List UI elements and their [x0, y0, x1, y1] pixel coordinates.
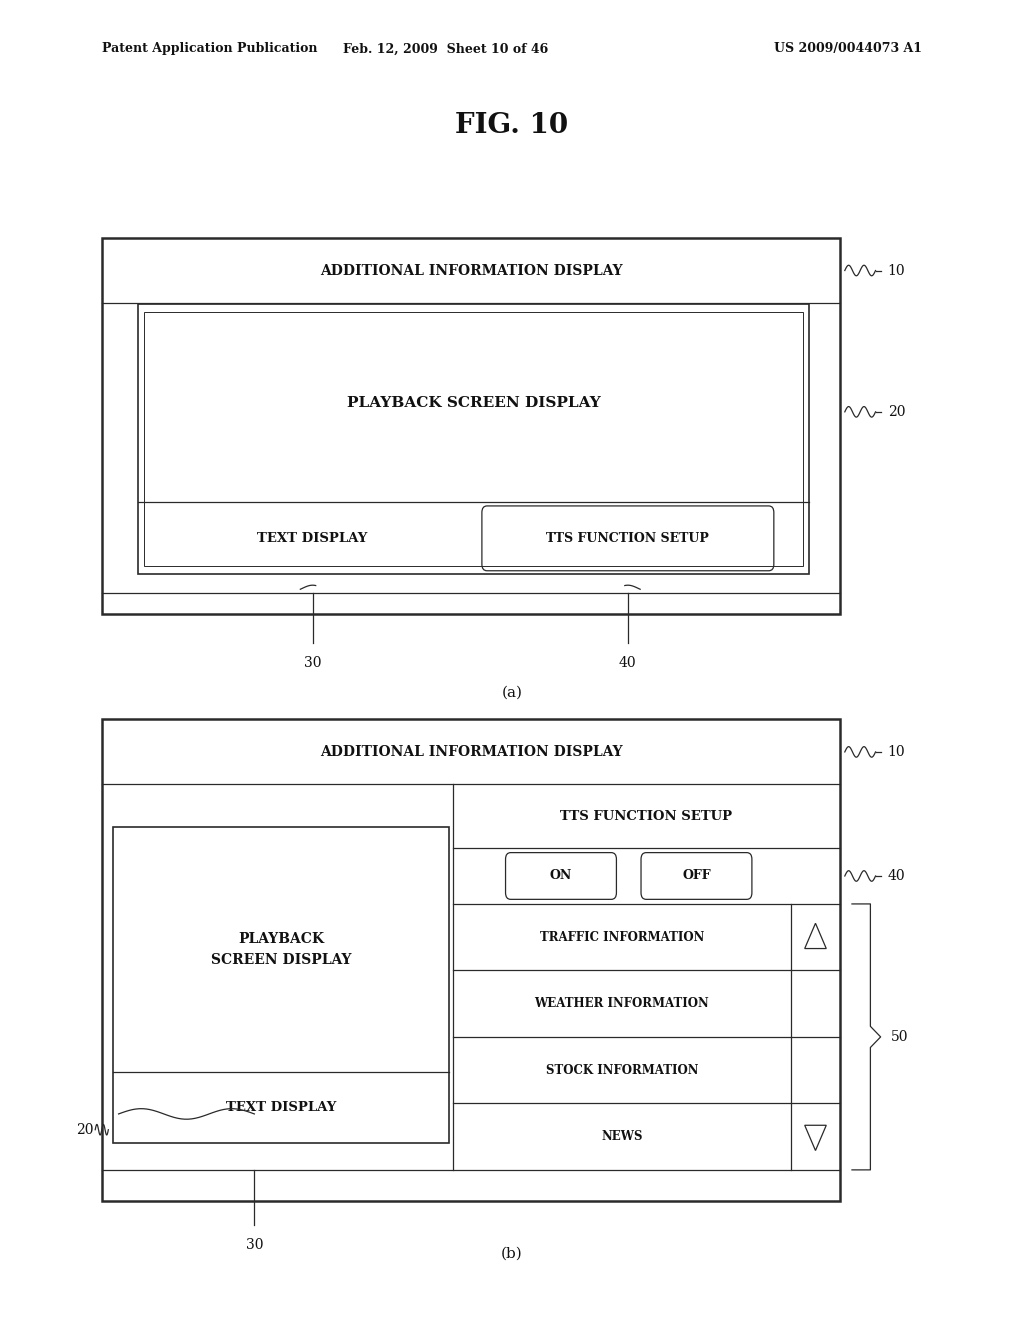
Text: TEXT DISPLAY: TEXT DISPLAY [257, 532, 368, 545]
Text: 10: 10 [888, 744, 905, 759]
Text: STOCK INFORMATION: STOCK INFORMATION [546, 1064, 698, 1077]
Bar [102, 238, 840, 614]
Text: TEXT DISPLAY: TEXT DISPLAY [226, 1101, 336, 1114]
Text: 40: 40 [888, 869, 905, 883]
Text: Feb. 12, 2009  Sheet 10 of 46: Feb. 12, 2009 Sheet 10 of 46 [343, 42, 548, 55]
Text: ON: ON [550, 870, 572, 883]
Text: 20: 20 [76, 1123, 94, 1137]
Text: ADDITIONAL INFORMATION DISPLAY: ADDITIONAL INFORMATION DISPLAY [319, 264, 623, 277]
Text: 30: 30 [304, 656, 322, 671]
Text: PLAYBACK SCREEN DISPLAY: PLAYBACK SCREEN DISPLAY [347, 396, 600, 411]
Bar [144, 312, 803, 566]
Text: OFF: OFF [682, 870, 711, 883]
Text: 10: 10 [888, 264, 905, 277]
Text: Patent Application Publication: Patent Application Publication [102, 42, 317, 55]
Text: TTS FUNCTION SETUP: TTS FUNCTION SETUP [560, 809, 732, 822]
Text: 50: 50 [891, 1030, 908, 1044]
Text: PLAYBACK
SCREEN DISPLAY: PLAYBACK SCREEN DISPLAY [211, 932, 351, 966]
Text: TTS FUNCTION SETUP: TTS FUNCTION SETUP [547, 532, 710, 545]
Text: ADDITIONAL INFORMATION DISPLAY: ADDITIONAL INFORMATION DISPLAY [319, 744, 623, 759]
Bar [114, 826, 449, 1143]
Text: (b): (b) [501, 1247, 523, 1261]
Text: NEWS: NEWS [601, 1130, 643, 1143]
Text: 30: 30 [246, 1238, 263, 1253]
Bar [138, 304, 809, 574]
Text: WEATHER INFORMATION: WEATHER INFORMATION [535, 997, 710, 1010]
Text: FIG. 10: FIG. 10 [456, 112, 568, 139]
Text: 20: 20 [888, 405, 905, 418]
Bar [102, 719, 840, 1201]
Text: (a): (a) [502, 686, 522, 700]
Text: TRAFFIC INFORMATION: TRAFFIC INFORMATION [540, 931, 705, 944]
Text: US 2009/0044073 A1: US 2009/0044073 A1 [773, 42, 922, 55]
Text: 40: 40 [620, 656, 637, 671]
